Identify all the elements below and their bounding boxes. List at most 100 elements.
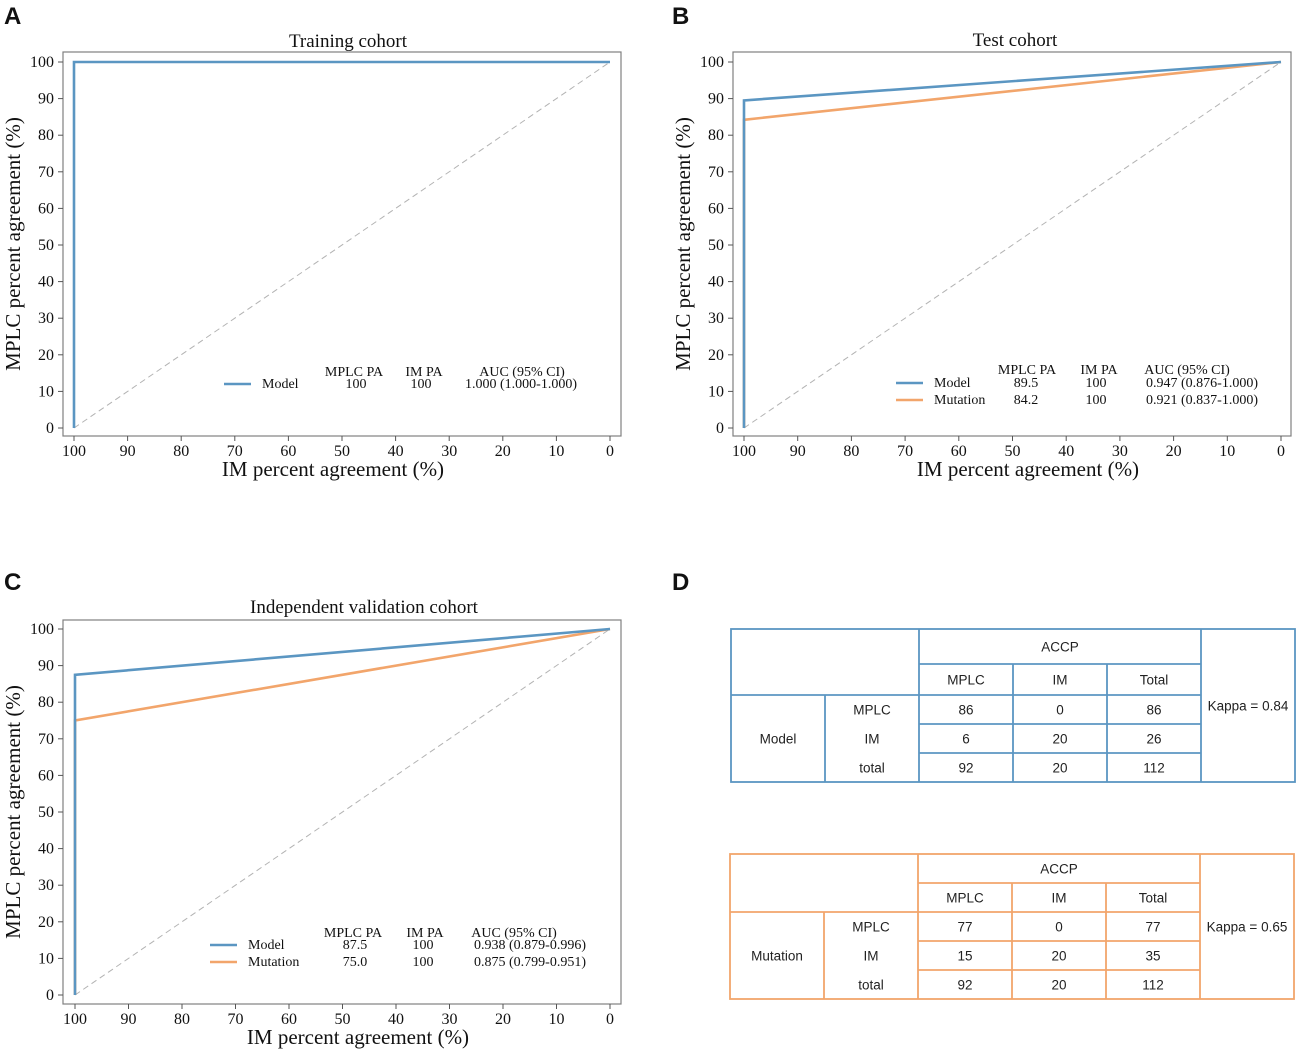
- legend-header-auc: AUC (95% CI): [471, 926, 557, 941]
- x-tick-label: 90: [120, 443, 136, 460]
- y-tick-label: 60: [708, 200, 724, 217]
- x-tick-label: 100: [62, 443, 86, 460]
- group-label-mutation: Mutation: [751, 949, 803, 964]
- legend-header-mplc: MPLC PA: [998, 363, 1057, 378]
- series-line-model-a: [72, 60, 610, 428]
- x-tick-label: 60: [280, 443, 296, 460]
- x-tick-label: 70: [228, 1011, 244, 1028]
- table-cell: 35: [1145, 949, 1160, 964]
- x-tick-label: 60: [951, 443, 967, 460]
- y-tick-label: 60: [38, 767, 54, 784]
- chart-title-b: Test cohort: [973, 30, 1058, 51]
- x-tick-label: 60: [281, 1011, 297, 1028]
- x-tick-label: 30: [441, 443, 457, 460]
- table-cell: 77: [1145, 920, 1160, 935]
- legend-mplc-pa-model: 100: [346, 377, 367, 392]
- table-cell: 86: [1146, 703, 1161, 718]
- legend-mplc-pa-model: 87.5: [343, 938, 368, 953]
- legend-label-model: Model: [934, 376, 971, 391]
- y-tick-label: 30: [708, 310, 724, 327]
- x-tick-label: 30: [442, 1011, 458, 1028]
- legend-header-mplc: MPLC PA: [324, 926, 383, 941]
- legend-label-model: Model: [262, 377, 299, 392]
- x-tick-label: 90: [790, 443, 806, 460]
- panel-label-c: C: [4, 569, 21, 596]
- panel-label-b: B: [672, 3, 689, 30]
- group-label-model: Model: [760, 732, 797, 747]
- x-tick-label: 0: [606, 1011, 614, 1028]
- table-mutation: ACCP MPLC IM Total Mutation MPLC 77 0 77 IM 15 20 35…: [729, 853, 1295, 1000]
- row-label: MPLC: [853, 703, 891, 718]
- chart-title-c: Independent validation cohort: [250, 597, 479, 618]
- table-cell: 0: [1055, 920, 1063, 935]
- table-cell: 20: [1052, 761, 1067, 776]
- y-tick-label: 50: [708, 237, 724, 254]
- legend-label-model: Model: [248, 938, 285, 953]
- legend-header-im: IM PA: [1080, 363, 1118, 378]
- legend-im-pa-mutation: 100: [1086, 393, 1107, 408]
- x-axis-label-a: IM percent agreement (%): [222, 457, 444, 481]
- kappa-label-mutation: Kappa = 0.65: [1207, 920, 1288, 935]
- table-cell: 26: [1146, 732, 1161, 747]
- x-tick-label: 100: [63, 1011, 87, 1028]
- column-header: IM: [1052, 891, 1067, 906]
- y-tick-label: 0: [716, 420, 724, 437]
- column-header: Total: [1139, 891, 1168, 906]
- legend-header-im: IM PA: [405, 365, 443, 380]
- table-cell: 112: [1142, 978, 1164, 993]
- table-cell: 112: [1143, 761, 1165, 776]
- y-tick-label: 30: [38, 877, 54, 894]
- x-tick-label: 50: [1005, 443, 1021, 460]
- y-tick-label: 90: [38, 658, 54, 675]
- y-tick-label: 40: [708, 274, 724, 291]
- x-tick-label: 0: [606, 443, 614, 460]
- x-tick-label: 80: [174, 1011, 190, 1028]
- x-axis-label-c: IM percent agreement (%): [247, 1025, 469, 1049]
- table-cell: 20: [1051, 949, 1066, 964]
- table-cell: 92: [957, 978, 972, 993]
- x-tick-label: 80: [173, 443, 189, 460]
- legend-auc-model: 1.000 (1.000-1.000): [465, 377, 577, 392]
- y-tick-label: 90: [38, 91, 54, 108]
- legend-im-pa-model: 100: [411, 377, 432, 392]
- x-tick-label: 50: [334, 443, 350, 460]
- y-tick-label: 10: [708, 383, 724, 400]
- x-tick-label: 50: [335, 1011, 351, 1028]
- table-cell: 6: [962, 732, 970, 747]
- table-cell: 20: [1051, 978, 1066, 993]
- x-tick-label: 90: [121, 1011, 137, 1028]
- table-cell: 92: [958, 761, 973, 776]
- table-cell: 15: [957, 949, 972, 964]
- table-model: ACCP MPLC IM Total Model MPLC 86 0 86 IM 6 20 26 tota…: [730, 628, 1296, 783]
- y-axis-label-a: MPLC percent agreement (%): [1, 117, 25, 371]
- legend-label-mutation: Mutation: [934, 393, 985, 408]
- row-label: total: [859, 761, 885, 776]
- legend-auc-mutation: 0.875 (0.799-0.951): [474, 955, 586, 970]
- kappa-label-model: Kappa = 0.84: [1208, 699, 1289, 714]
- legend-label-mutation: Mutation: [248, 955, 299, 970]
- legend-im-pa-model: 100: [1086, 376, 1107, 391]
- y-tick-label: 10: [38, 383, 54, 400]
- x-tick-label: 70: [227, 443, 243, 460]
- y-tick-label: 40: [38, 841, 54, 858]
- legend-auc-model: 0.938 (0.879-0.996): [474, 938, 586, 953]
- y-tick-label: 90: [708, 91, 724, 108]
- row-label: IM: [865, 732, 880, 747]
- y-tick-label: 20: [38, 347, 54, 364]
- y-axis-label-b: MPLC percent agreement (%): [671, 117, 695, 371]
- y-tick-label: 70: [708, 164, 724, 181]
- legend-header-auc: AUC (95% CI): [479, 365, 565, 380]
- legend-im-pa-mutation: 100: [413, 955, 434, 970]
- diagonal-reference-c: [74, 628, 611, 996]
- x-tick-label: 100: [732, 443, 756, 460]
- x-tick-label: 10: [548, 443, 564, 460]
- y-tick-label: 80: [38, 127, 54, 144]
- table-cell: 86: [958, 703, 973, 718]
- y-tick-label: 40: [38, 274, 54, 291]
- y-tick-label: 10: [38, 950, 54, 967]
- table-header-accp: ACCP: [1040, 862, 1078, 877]
- legend-header-auc: AUC (95% CI): [1144, 363, 1230, 378]
- series-line-model-c: [73, 627, 611, 995]
- panel-label-d: D: [672, 569, 689, 596]
- diagonal-reference-a: [73, 61, 611, 429]
